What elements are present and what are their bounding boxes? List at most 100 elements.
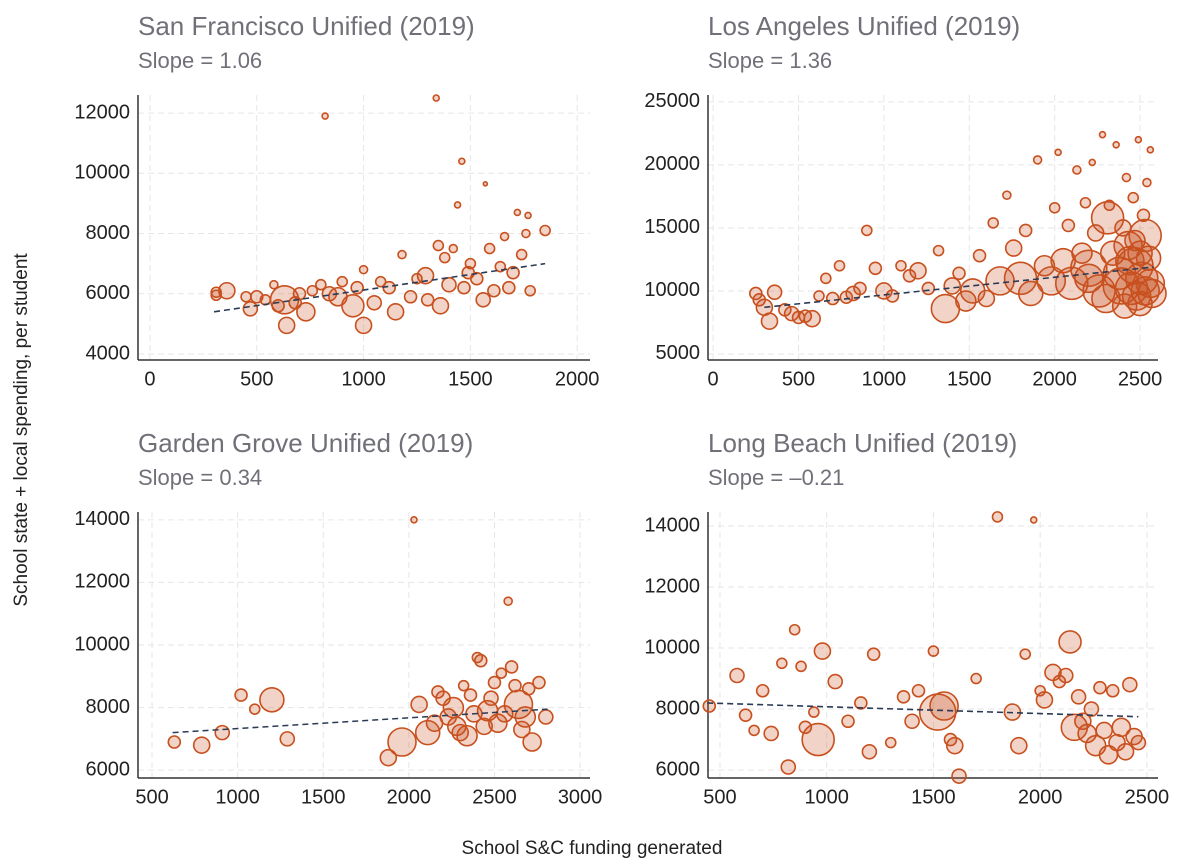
panel-title: Long Beach Unified (2019) bbox=[708, 428, 1017, 458]
x-tick-label: 0 bbox=[144, 368, 155, 390]
trend-line bbox=[172, 708, 548, 734]
point bbox=[798, 720, 813, 735]
y-tick-label: 20000 bbox=[644, 153, 700, 175]
point bbox=[379, 748, 398, 767]
point bbox=[248, 703, 261, 715]
point bbox=[833, 259, 846, 272]
point bbox=[825, 291, 840, 306]
point bbox=[269, 279, 279, 290]
point bbox=[813, 642, 832, 660]
point bbox=[464, 257, 477, 270]
y-tick-label: 10000 bbox=[74, 633, 130, 655]
point bbox=[508, 678, 522, 693]
y-tick-label: 25000 bbox=[644, 90, 700, 112]
point bbox=[539, 224, 551, 237]
y-tick-label: 10000 bbox=[644, 636, 700, 658]
point bbox=[532, 675, 546, 690]
x-tick-label: 2000 bbox=[1018, 786, 1063, 808]
point bbox=[1054, 266, 1089, 301]
panel-title: Garden Grove Unified (2019) bbox=[138, 428, 473, 458]
x-tick-label: 500 bbox=[703, 786, 736, 808]
point bbox=[1004, 239, 1023, 257]
y-tick-label: 4000 bbox=[86, 342, 131, 364]
point bbox=[1048, 201, 1061, 214]
point bbox=[457, 679, 470, 692]
point bbox=[991, 511, 1004, 523]
x-tick-label: 1500 bbox=[448, 368, 493, 390]
y-tick-label: 8000 bbox=[656, 697, 701, 719]
point bbox=[515, 248, 528, 261]
point bbox=[1083, 701, 1100, 717]
point bbox=[738, 708, 753, 722]
point bbox=[987, 217, 999, 229]
x-tick-label: 2000 bbox=[555, 368, 600, 390]
point bbox=[504, 660, 519, 674]
x-tick-label: 1500 bbox=[301, 786, 346, 808]
point bbox=[386, 303, 405, 321]
point bbox=[1035, 691, 1054, 709]
point bbox=[514, 706, 537, 728]
y-tick-label: 6000 bbox=[656, 758, 701, 780]
point bbox=[397, 249, 407, 260]
point bbox=[972, 248, 987, 263]
point bbox=[1121, 172, 1132, 183]
point bbox=[410, 695, 428, 714]
point bbox=[513, 720, 531, 739]
point bbox=[1102, 267, 1141, 305]
x-tick-label: 1000 bbox=[341, 368, 386, 390]
point bbox=[1054, 148, 1062, 157]
point bbox=[760, 312, 779, 330]
point bbox=[487, 283, 501, 298]
x-tick-label: 3000 bbox=[558, 786, 603, 808]
point bbox=[1146, 146, 1155, 154]
x-tick-label: 1000 bbox=[862, 368, 907, 390]
x-tick-label: 500 bbox=[782, 368, 815, 390]
point bbox=[853, 281, 867, 296]
x-tick-label: 1000 bbox=[804, 786, 849, 808]
point bbox=[921, 281, 936, 296]
point bbox=[1093, 680, 1107, 695]
point bbox=[469, 271, 484, 286]
point bbox=[296, 302, 316, 322]
point bbox=[1072, 165, 1082, 175]
panel-title: Los Angeles Unified (2019) bbox=[708, 11, 1020, 41]
point bbox=[1122, 676, 1138, 693]
point bbox=[354, 316, 373, 335]
point bbox=[1034, 684, 1046, 697]
panel-title: San Francisco Unified (2019) bbox=[138, 11, 475, 41]
point bbox=[930, 293, 961, 324]
point bbox=[868, 261, 883, 276]
trend-line bbox=[764, 266, 1154, 309]
point bbox=[374, 275, 387, 288]
y-tick-label: 12000 bbox=[74, 571, 130, 593]
point bbox=[1002, 190, 1012, 200]
point bbox=[729, 667, 745, 684]
point bbox=[482, 181, 489, 187]
point bbox=[749, 286, 763, 301]
point bbox=[813, 290, 825, 302]
x-tick-label: 2500 bbox=[1125, 786, 1170, 808]
point bbox=[1134, 135, 1143, 144]
point bbox=[1019, 648, 1032, 660]
trend-line bbox=[213, 262, 546, 313]
point bbox=[456, 724, 478, 747]
y-tick-label: 15000 bbox=[644, 216, 700, 238]
point bbox=[1135, 268, 1166, 299]
point bbox=[755, 683, 770, 698]
point bbox=[788, 623, 801, 636]
point bbox=[463, 688, 478, 702]
point bbox=[766, 284, 783, 301]
point bbox=[1128, 218, 1162, 253]
point bbox=[1113, 230, 1143, 261]
point bbox=[487, 675, 502, 690]
point bbox=[854, 696, 868, 710]
point bbox=[431, 296, 450, 315]
y-tick-label: 5000 bbox=[656, 342, 701, 364]
x-tick-label: 2000 bbox=[387, 786, 432, 808]
point bbox=[808, 706, 820, 718]
x-tick-label: 2000 bbox=[1032, 368, 1077, 390]
point bbox=[1130, 734, 1147, 751]
point bbox=[1032, 155, 1043, 165]
point bbox=[218, 281, 236, 300]
point bbox=[896, 690, 911, 704]
